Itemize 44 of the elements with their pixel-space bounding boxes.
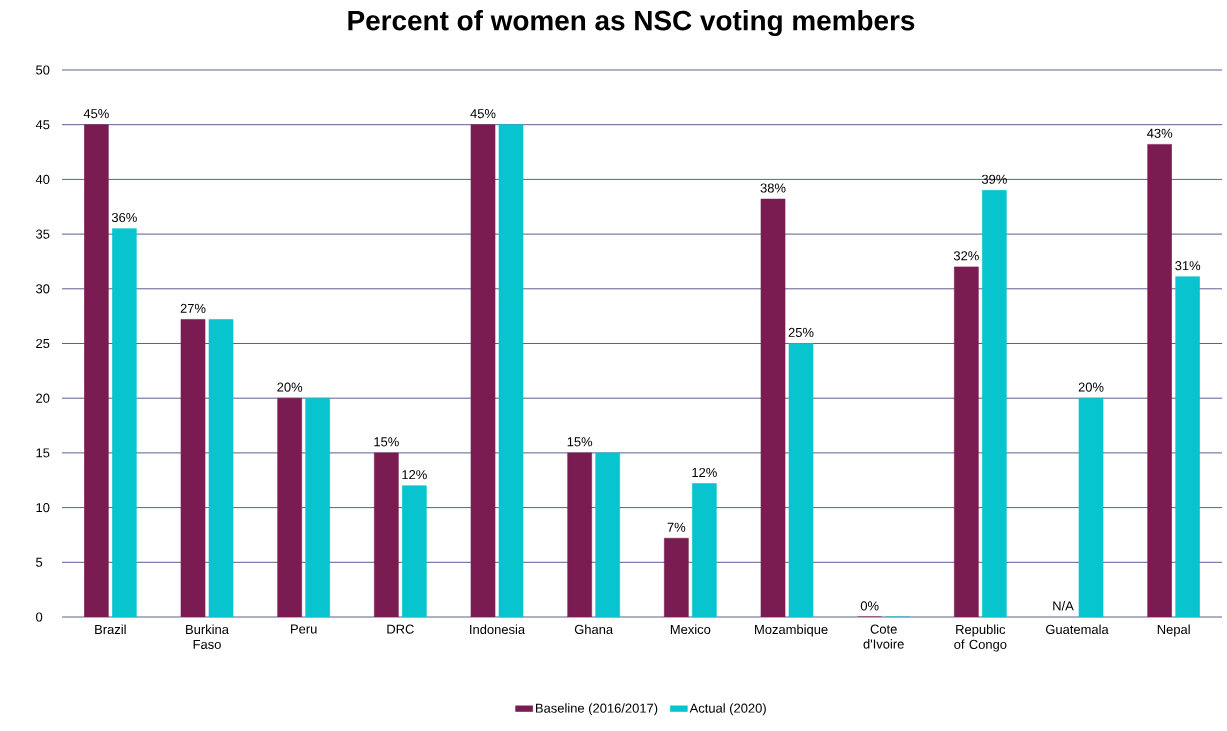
legend-label: Baseline (2016/2017)	[536, 703, 658, 716]
data-label: 25%	[788, 327, 814, 337]
x-tick-label: Guatemala	[1045, 624, 1109, 635]
y-tick-label: 50	[36, 65, 50, 75]
x-tick-label: Mexico	[670, 624, 711, 635]
x-tick-label: Mozambique	[755, 624, 828, 637]
y-tick-label: 10	[36, 503, 50, 513]
x-tick-label: Burkina Faso	[186, 624, 229, 649]
x-tick-label: Peru	[291, 624, 317, 634]
x-tick-label: Republic of Congo	[954, 624, 1007, 652]
y-tick-label: 40	[35, 174, 50, 184]
data-label: 43%	[1147, 128, 1173, 138]
data-label: 7%	[667, 522, 686, 532]
y-tick-label: 25	[36, 338, 50, 349]
data-label: 0%	[860, 601, 879, 611]
y-tick-label: 15	[36, 448, 50, 458]
data-label: 15%	[374, 437, 399, 447]
data-label: 15%	[567, 437, 593, 447]
x-tick-label: Nepal	[1157, 624, 1190, 637]
data-label: 36%	[111, 212, 137, 223]
data-label: 20%	[1078, 382, 1104, 392]
x-tick-label: DRC	[387, 624, 414, 634]
data-label: 38%	[760, 183, 786, 193]
data-label: 32%	[953, 251, 979, 261]
data-label: 12%	[692, 467, 717, 478]
y-tick-label: 35	[36, 229, 50, 239]
y-tick-label: 5	[36, 557, 43, 567]
x-tick-label: Ghana	[574, 624, 614, 635]
y-tick-label: 0	[36, 612, 43, 622]
data-label: 45%	[470, 109, 496, 119]
text: N/A	[1053, 600, 1074, 611]
y-tick-label: 30	[36, 284, 50, 294]
x-tick-label: Cote d'Ivoire	[863, 624, 904, 649]
data-label: 27%	[180, 303, 206, 313]
data-label: 31%	[1175, 261, 1201, 271]
y-tick-label: 20	[36, 393, 50, 403]
data-label: 12%	[402, 470, 427, 480]
data-label: 20%	[277, 382, 303, 392]
data-label: 45%	[83, 109, 109, 119]
chart-title: Percent of women as NSC voting members	[348, 9, 915, 37]
y-tick-label: 45	[35, 120, 50, 130]
x-tick-label: Brazil	[95, 624, 126, 635]
legend-label: Actual (2020)	[689, 703, 766, 716]
x-tick-label: Indonesia	[470, 624, 526, 635]
